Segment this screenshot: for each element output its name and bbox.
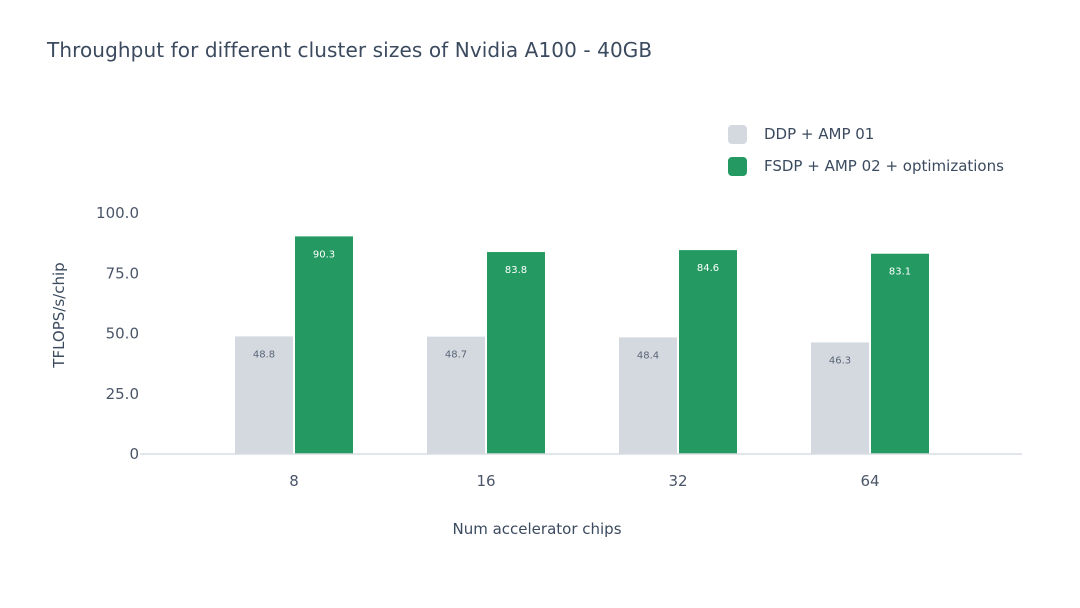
legend: DDP + AMP 01 FSDP + AMP 02 + optimizatio… [728,118,1004,182]
bar-value-label: 48.8 [253,349,275,360]
y-axis-label: TFLOPS/s/chip [50,262,68,368]
y-tick-label: 75.0 [106,264,139,282]
x-tick-label: 8 [289,472,299,490]
x-axis-ticks: 8 16 32 64 [289,472,879,490]
bar-ddp-8 [235,336,293,454]
legend-swatch-fsdp [728,156,747,176]
y-tick-label: 100.0 [96,204,139,222]
y-tick-label: 0 [129,445,139,463]
bar-value-label: 46.3 [829,355,851,366]
bar-value-label: 83.1 [889,267,911,278]
bar-ddp-32 [619,337,677,454]
bar-ddp-16 [427,336,485,454]
y-tick-label: 50.0 [106,325,139,343]
x-tick-label: 64 [860,472,879,490]
x-tick-label: 32 [668,472,687,490]
x-tick-label: 16 [476,472,495,490]
bar-value-label: 83.8 [505,265,527,276]
bar-value-label: 48.4 [637,350,659,361]
legend-label-fsdp: FSDP + AMP 02 + optimizations [764,157,1004,175]
legend-label-ddp: DDP + AMP 01 [764,125,875,143]
bar-value-label: 84.6 [697,263,719,274]
legend-item-fsdp: FSDP + AMP 02 + optimizations [728,150,1004,182]
y-tick-label: 25.0 [106,385,139,403]
bar-ddp-64 [811,342,869,454]
x-axis-label: Num accelerator chips [452,520,621,538]
bar-fsdp-32 [679,250,737,454]
legend-item-ddp: DDP + AMP 01 [728,118,1004,150]
bar-value-label: 48.7 [445,350,467,361]
bar-value-label: 90.3 [313,249,335,260]
bar-value-labels: 48.8 90.3 48.7 83.8 48.4 84.6 46.3 83.1 [253,249,911,366]
bar-fsdp-8 [295,236,353,454]
chart-title: Throughput for different cluster sizes o… [47,38,653,62]
bar-fsdp-64 [871,253,929,454]
y-axis-ticks: 0 25.0 50.0 75.0 100.0 [96,204,139,463]
bars [235,236,929,454]
bar-fsdp-16 [487,252,545,454]
legend-swatch-ddp [728,124,747,144]
